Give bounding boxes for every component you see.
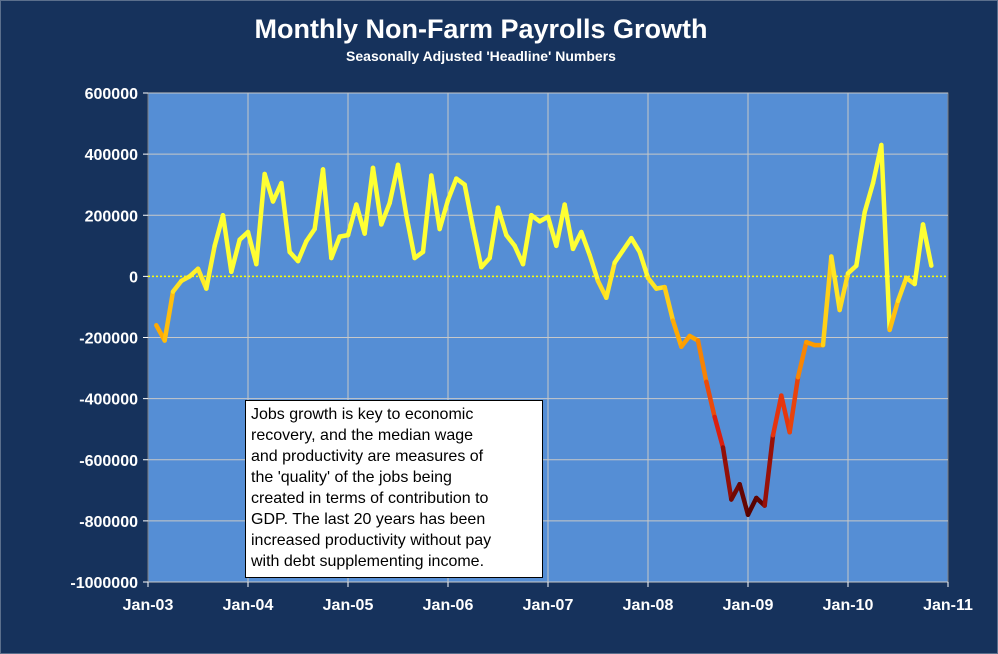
y-tick-label: -1000000 bbox=[70, 575, 138, 592]
series-segment bbox=[720, 445, 734, 502]
series-segment bbox=[320, 167, 334, 261]
series-segment bbox=[279, 180, 292, 255]
series-segment bbox=[762, 433, 776, 508]
series-segment bbox=[920, 222, 934, 268]
series-segment bbox=[670, 318, 684, 349]
series-segment bbox=[862, 180, 876, 215]
series-segment bbox=[162, 289, 176, 343]
y-tick-label: 0 bbox=[129, 269, 138, 286]
y-tick-label: -800000 bbox=[79, 514, 138, 531]
series-segment bbox=[820, 254, 834, 348]
x-tick-label: Jan-05 bbox=[323, 597, 374, 614]
series-segment bbox=[345, 202, 359, 238]
series-segment bbox=[387, 162, 401, 206]
series-segment bbox=[462, 182, 476, 230]
y-tick-label: 400000 bbox=[85, 147, 138, 164]
x-tick-label: Jan-04 bbox=[223, 597, 274, 614]
series-segment bbox=[587, 252, 601, 284]
series-segment bbox=[204, 243, 217, 291]
series-segment bbox=[770, 393, 784, 438]
annotation-line: and productivity are measures of bbox=[251, 448, 484, 465]
series-segment bbox=[562, 202, 576, 252]
x-tick-label: Jan-11 bbox=[923, 597, 973, 614]
annotation-line: created in terms of contribution to bbox=[251, 490, 489, 507]
annotation-line: Jobs growth is key to economic bbox=[251, 406, 474, 423]
series-segment bbox=[662, 284, 676, 323]
series-segment bbox=[404, 213, 417, 261]
series-segment bbox=[220, 213, 234, 275]
series-segment bbox=[854, 209, 867, 268]
x-tick-label: Jan-08 bbox=[623, 597, 674, 614]
x-tick-label: Jan-09 bbox=[723, 597, 774, 614]
series-segment bbox=[312, 167, 326, 232]
chart-title: Monthly Non-Farm Payrolls Growth bbox=[254, 14, 708, 44]
series-segment bbox=[779, 393, 792, 435]
series-segment bbox=[379, 200, 392, 227]
y-tick-label: 200000 bbox=[85, 208, 138, 225]
series-segment bbox=[470, 225, 484, 270]
series-segment bbox=[420, 173, 434, 255]
series-segment bbox=[295, 238, 309, 264]
series-segment bbox=[912, 222, 926, 287]
y-tick-label: 600000 bbox=[85, 86, 138, 103]
series-segment bbox=[504, 232, 517, 249]
series-segment bbox=[395, 162, 409, 218]
series-segment bbox=[745, 495, 759, 518]
x-tick-label: Jan-06 bbox=[423, 597, 474, 614]
annotation-line: increased productivity without pay bbox=[251, 532, 492, 549]
series-segment bbox=[579, 229, 592, 258]
series-segment bbox=[837, 271, 851, 313]
y-tick-label: -600000 bbox=[79, 453, 138, 470]
series-segment bbox=[787, 374, 801, 435]
series-segment bbox=[570, 229, 584, 252]
series-segment bbox=[712, 414, 726, 450]
series-segment bbox=[445, 176, 459, 203]
y-axis-ticks: 600000 400000 200000 0 -200000 -400000 -600000… bbox=[70, 86, 148, 592]
series-segment bbox=[304, 226, 317, 244]
annotation-line: GDP. The last 20 years has been bbox=[251, 511, 486, 528]
series-segment bbox=[645, 275, 659, 291]
series-segment bbox=[637, 249, 651, 281]
x-tick-label: Jan-10 bbox=[823, 597, 874, 614]
series-segment bbox=[487, 205, 501, 261]
series-segment bbox=[437, 197, 451, 232]
series-segment bbox=[679, 333, 692, 349]
series-segment bbox=[695, 338, 709, 385]
series-segment bbox=[329, 234, 342, 261]
series-segment bbox=[495, 205, 509, 238]
annotation-textbox: Jobs growth is key to economic recovery,… bbox=[245, 400, 543, 578]
x-axis-ticks: Jan-03 Jan-04 Jan-05 Jan-06 Jan-07 Jan-08 Jan-… bbox=[123, 582, 973, 614]
x-tick-label: Jan-07 bbox=[523, 597, 574, 614]
x-tick-label: Jan-03 bbox=[123, 597, 174, 614]
y-tick-label: -400000 bbox=[79, 392, 138, 409]
series-segment bbox=[795, 339, 809, 380]
series-segment bbox=[604, 260, 617, 301]
series-segment bbox=[429, 173, 442, 232]
series-segment bbox=[895, 275, 909, 304]
chart-subtitle: Seasonally Adjusted 'Headline' Numbers bbox=[346, 48, 616, 64]
series-segment bbox=[262, 171, 276, 204]
series-segment bbox=[737, 481, 751, 518]
annotation-line: with debt supplementing income. bbox=[251, 553, 485, 570]
series-segment bbox=[254, 171, 267, 267]
series-segment bbox=[704, 379, 717, 420]
series-segment bbox=[520, 213, 534, 267]
series-segment bbox=[629, 235, 642, 255]
series-segment bbox=[545, 214, 559, 249]
payrolls-series bbox=[154, 142, 934, 518]
series-segment bbox=[554, 202, 567, 249]
series-segment bbox=[887, 298, 901, 333]
series-segment bbox=[229, 237, 242, 275]
series-segment bbox=[879, 142, 892, 333]
annotation-line: recovery, and the median wage bbox=[251, 427, 474, 444]
annotation-line: the 'quality' of the jobs being bbox=[251, 469, 452, 486]
series-segment bbox=[829, 254, 842, 313]
series-segment bbox=[370, 165, 384, 227]
series-segment bbox=[170, 278, 184, 294]
series-segment bbox=[362, 165, 376, 236]
y-tick-label: -200000 bbox=[79, 331, 138, 348]
series-segment bbox=[612, 248, 626, 265]
